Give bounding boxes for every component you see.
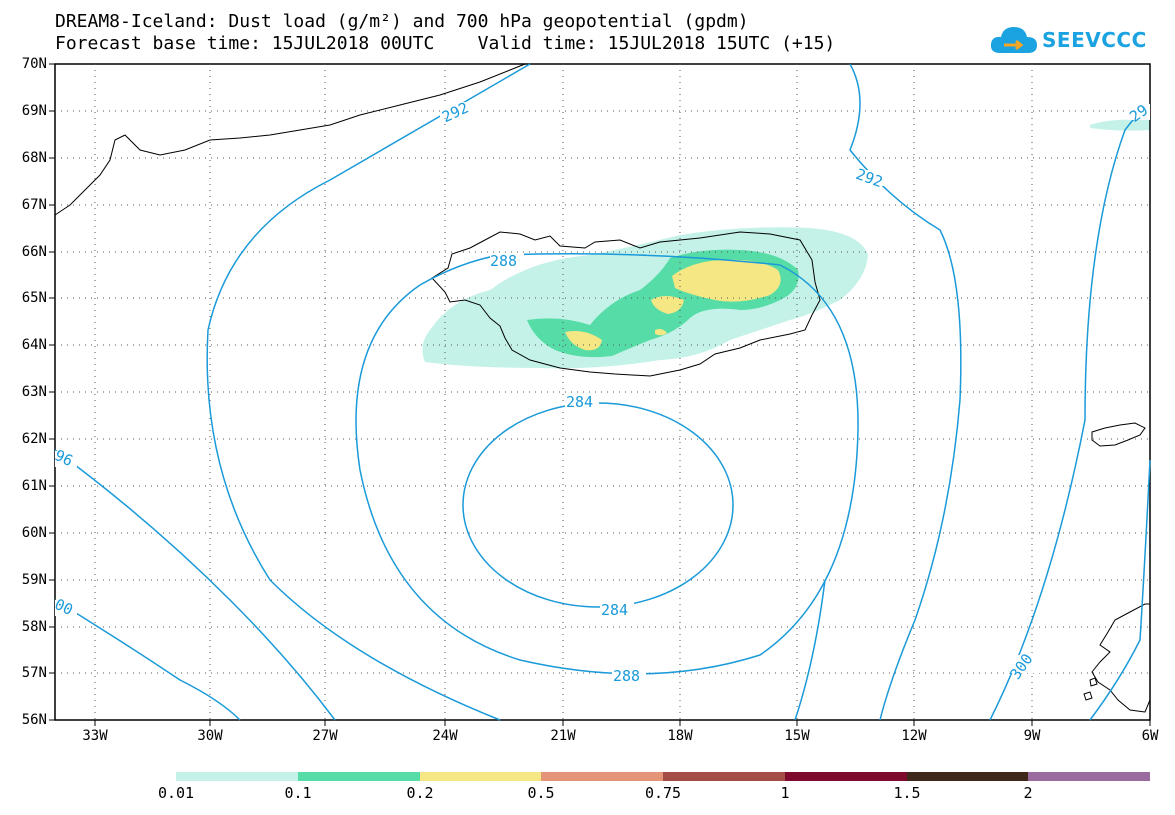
lat-label: 67N [21, 197, 47, 213]
colorbar-segment [663, 772, 785, 781]
dust-load-layer [422, 119, 1150, 369]
colorbar-label: 1 [780, 784, 790, 802]
lat-label: 69N [21, 103, 47, 119]
contour-label: 96 [52, 446, 76, 470]
contour-label: 284 [566, 393, 593, 411]
contour-label: 00 [52, 595, 76, 619]
lat-label: 59N [21, 572, 47, 588]
dust-area-high [672, 259, 781, 302]
lon-label: 18W [667, 728, 693, 744]
scotland-island [1089, 677, 1098, 687]
contour-label: 284 [601, 601, 628, 619]
lat-label: 65N [21, 290, 47, 306]
lon-label: 9W [1023, 728, 1041, 744]
coastlines [54, 63, 1151, 713]
colorbar-label: 2 [1023, 784, 1033, 802]
iceland-coast [431, 231, 821, 377]
lon-label: 30W [197, 728, 223, 744]
colorbar-label: 0.1 [284, 784, 312, 802]
map-title-line2: Forecast base time: 15JUL2018 00UTC Vali… [55, 33, 836, 54]
lat-label: 62N [21, 431, 47, 447]
contour-300-east [989, 104, 1151, 721]
scotland-coast [1091, 603, 1151, 713]
dust-area-high [655, 329, 667, 336]
geopotential-contours [54, 63, 1151, 721]
colorbar-segment [176, 772, 298, 781]
lat-label: 64N [21, 337, 47, 353]
colorbar-segment [907, 772, 1028, 781]
colorbar-segment [1028, 772, 1150, 781]
contour-296 [54, 449, 336, 721]
contour-300-west [54, 599, 241, 721]
contour-284 [462, 402, 734, 608]
cloud-icon [990, 27, 1037, 53]
colorbar-label: 0.2 [406, 784, 434, 802]
contour-label: 288 [490, 252, 517, 270]
lat-label: 61N [21, 478, 47, 494]
lon-label: 33W [82, 728, 108, 744]
lon-label: 24W [432, 728, 458, 744]
contour-288 [355, 253, 859, 675]
colorbar-label: 0.5 [527, 784, 555, 802]
lon-label: 21W [550, 728, 576, 744]
colorbar [176, 772, 1150, 781]
faroe-coast [1091, 422, 1146, 447]
greenland-coast [54, 63, 526, 216]
map-title-line1: DREAM8-Iceland: Dust load (g/m²) and 700… [55, 11, 749, 32]
colorbar-segment [298, 772, 420, 781]
colorbar-segment [541, 772, 663, 781]
lat-label: 58N [21, 619, 47, 635]
graticule [55, 64, 1150, 720]
lon-label: 15W [784, 728, 810, 744]
scotland-island [1083, 691, 1093, 701]
lon-label: 27W [312, 728, 338, 744]
lat-label: 63N [21, 384, 47, 400]
seevccc-logo: SEEVCCC [990, 22, 1147, 58]
axis-ticks [49, 63, 1151, 726]
lon-label: 12W [901, 728, 927, 744]
contour-292-west [206, 63, 531, 721]
lat-label: 70N [21, 56, 47, 72]
dust-area-low [1090, 119, 1150, 131]
contour-292-east [849, 63, 962, 721]
lat-label: 68N [21, 150, 47, 166]
colorbar-label: 0.01 [157, 784, 195, 802]
lat-label: 57N [21, 665, 47, 681]
contour-label: 292 [854, 165, 886, 191]
lat-label: 60N [21, 525, 47, 541]
colorbar-segment [420, 772, 541, 781]
logo-text: SEEVCCC [1042, 28, 1147, 52]
colorbar-label: 0.75 [644, 784, 682, 802]
lon-label: 6W [1141, 728, 1159, 744]
colorbar-segment [785, 772, 907, 781]
dust-area-high [565, 331, 602, 351]
contour-304 [1089, 459, 1151, 721]
contour-label: 288 [613, 667, 640, 685]
contour-292-mid [794, 579, 826, 721]
dust-area-high [651, 296, 684, 314]
colorbar-label: 1.5 [893, 784, 921, 802]
lat-label: 56N [21, 712, 47, 728]
lat-label: 66N [21, 244, 47, 260]
